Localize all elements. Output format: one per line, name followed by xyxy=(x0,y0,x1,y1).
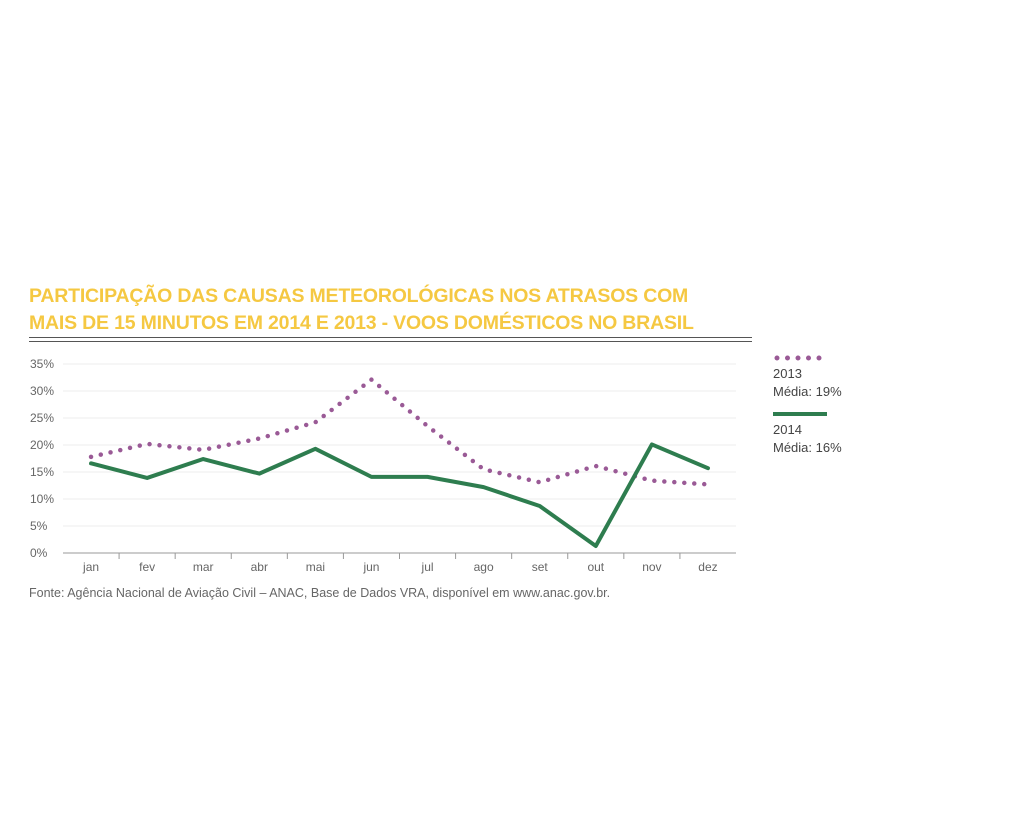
x-tick-label: out xyxy=(587,560,604,574)
legend-swatch-2013 xyxy=(774,355,827,361)
x-tick-label: abr xyxy=(251,560,268,574)
chart-title: PARTICIPAÇÃO DAS CAUSAS METEOROLÓGICAS N… xyxy=(29,283,759,337)
legend-average-2013: Média: 19% xyxy=(773,384,842,399)
y-tick-label: 0% xyxy=(30,546,48,560)
x-tick-label: jan xyxy=(82,560,99,574)
legend-label-2014: 2014 xyxy=(773,422,802,437)
y-tick-label: 25% xyxy=(30,411,54,425)
y-tick-label: 15% xyxy=(30,465,54,479)
x-tick-label: ago xyxy=(474,560,494,574)
legend-label-2013: 2013 xyxy=(773,366,802,381)
x-tick-label: fev xyxy=(139,560,155,574)
legend-swatch-2014 xyxy=(773,412,827,416)
chart-title-line-2: MAIS DE 15 MINUTOS EM 2014 E 2013 - VOOS… xyxy=(29,312,694,334)
source-note: Fonte: Agência Nacional de Aviação Civil… xyxy=(29,586,611,600)
title-underline xyxy=(29,337,752,342)
chart-legend: 2013 Média: 19% 2014 Média: 16% xyxy=(773,352,903,464)
x-tick-label: jun xyxy=(362,560,379,574)
x-tick-label: jul xyxy=(421,560,434,574)
y-tick-label: 20% xyxy=(30,438,54,452)
y-tick-label: 30% xyxy=(30,384,54,398)
x-tick-label: mar xyxy=(193,560,214,574)
x-tick-label: dez xyxy=(698,560,717,574)
legend-average-2014: Média: 16% xyxy=(773,440,842,455)
y-tick-label: 35% xyxy=(30,357,54,371)
series-line-2014 xyxy=(89,442,710,548)
legend-entry-2013: 2013 Média: 19% xyxy=(773,352,903,400)
y-tick-label: 5% xyxy=(30,519,48,533)
chart-title-line-1: PARTICIPAÇÃO DAS CAUSAS METEOROLÓGICAS N… xyxy=(29,285,689,307)
x-tick-label: mai xyxy=(306,560,325,574)
x-tick-label: set xyxy=(532,560,549,574)
series-line-2013 xyxy=(88,377,711,487)
legend-entry-2014: 2014 Média: 16% xyxy=(773,408,903,456)
y-tick-label: 10% xyxy=(30,492,54,506)
x-tick-label: nov xyxy=(642,560,661,574)
